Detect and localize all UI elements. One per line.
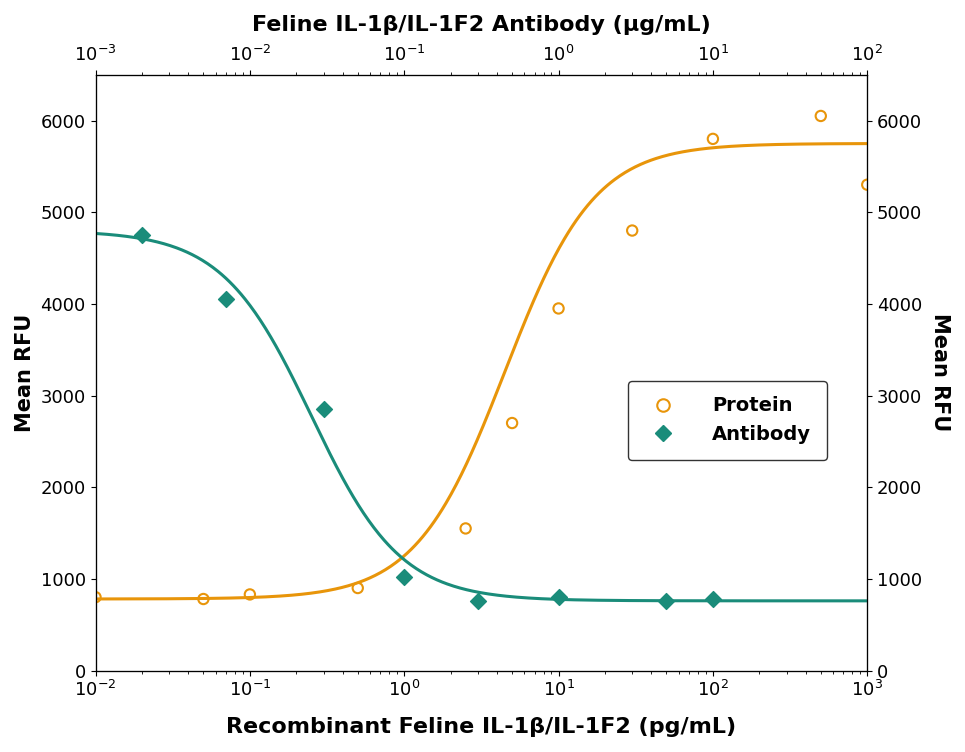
Point: [397, 571, 412, 583]
X-axis label: Recombinant Feline IL-1β/IL-1F2 (pg/mL): Recombinant Feline IL-1β/IL-1F2 (pg/mL): [227, 717, 736, 737]
Point: [458, 523, 474, 535]
Point: [624, 225, 640, 237]
Y-axis label: Mean RFU: Mean RFU: [930, 314, 950, 432]
Point: [551, 302, 566, 314]
Point: [470, 595, 485, 607]
Point: [705, 593, 721, 605]
Point: [196, 593, 211, 605]
Point: [218, 293, 234, 305]
Point: [316, 403, 331, 415]
Point: [860, 179, 875, 191]
Point: [242, 588, 258, 600]
Point: [134, 229, 150, 241]
Point: [505, 417, 520, 429]
Point: [705, 133, 721, 145]
Point: [659, 595, 675, 607]
Point: [88, 591, 103, 603]
Point: [551, 591, 566, 603]
Legend: Protein, Antibody: Protein, Antibody: [628, 381, 827, 459]
Point: [350, 582, 366, 594]
Point: [41, 247, 57, 259]
Point: [813, 110, 829, 122]
Y-axis label: Mean RFU: Mean RFU: [15, 314, 35, 432]
X-axis label: Feline IL-1β/IL-1F2 Antibody (μg/mL): Feline IL-1β/IL-1F2 Antibody (μg/mL): [252, 15, 711, 35]
